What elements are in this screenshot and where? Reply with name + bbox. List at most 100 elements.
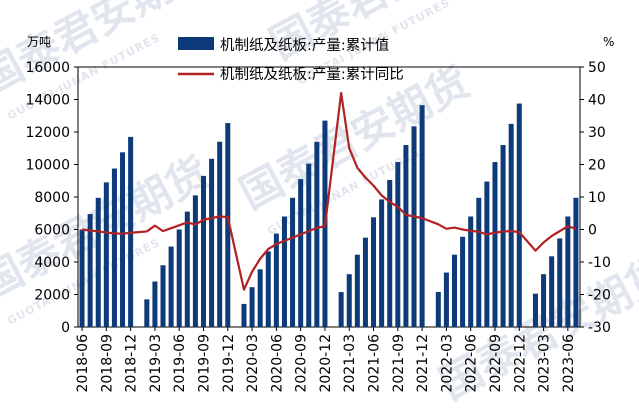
bar [508, 123, 514, 327]
right-tick-label: -30 [588, 320, 611, 336]
bar [379, 199, 385, 327]
right-tick-label: 20 [588, 158, 606, 174]
bar [516, 103, 522, 327]
bar [573, 197, 579, 327]
bar [79, 229, 85, 327]
bar [460, 236, 466, 327]
bar [338, 292, 344, 327]
bar [249, 287, 255, 327]
x-tick-label: 2020-03 [245, 334, 261, 393]
x-tick-label: 2018-06 [75, 334, 91, 393]
right-unit-label: % [603, 35, 614, 49]
x-tick-label: 2021-03 [342, 334, 358, 393]
bar [443, 272, 449, 327]
x-tick-label: 2018-09 [99, 334, 115, 393]
left-unit-label: 万吨 [27, 35, 51, 49]
left-tick-label: 8000 [34, 190, 70, 206]
bar [160, 265, 166, 327]
left-tick-label: 14000 [25, 93, 70, 109]
x-tick-label: 2022-06 [464, 334, 480, 393]
left-tick-label: 4000 [34, 255, 70, 271]
bar [217, 141, 223, 327]
left-tick-label: 0 [61, 320, 70, 336]
bar [541, 274, 547, 327]
left-tick-label: 16000 [25, 60, 70, 76]
bar [346, 274, 352, 327]
right-tick-label: 30 [588, 125, 606, 141]
plot-area: 0 2000 4000 6000 8000 10000 12000 14000 16000 -30… [25, 60, 610, 393]
bar [192, 195, 198, 327]
bar [111, 168, 117, 327]
bar [257, 269, 263, 327]
right-tick-label: 50 [588, 60, 606, 76]
bar [176, 229, 182, 327]
bar [290, 197, 296, 327]
x-tick-label: 2022-09 [488, 334, 504, 393]
right-tick-label: -10 [588, 255, 611, 271]
bar [411, 126, 417, 327]
bar [387, 179, 393, 327]
right-tick-label: 10 [588, 190, 606, 206]
bar [354, 254, 360, 327]
left-tick-label: 2000 [34, 288, 70, 304]
bar [484, 181, 490, 327]
right-tick-label: 0 [588, 223, 597, 239]
bar [492, 162, 498, 327]
bar [500, 145, 506, 327]
bar [152, 281, 158, 327]
bar [120, 152, 126, 327]
legend: 机制纸及纸板:产量:累计值 机制纸及纸板:产量:累计同比 [178, 36, 404, 83]
x-tick-label: 2018-12 [124, 334, 140, 393]
right-tick-label: 40 [588, 93, 606, 109]
bar [403, 145, 409, 327]
right-tick-label: -20 [588, 288, 611, 304]
bar [314, 141, 320, 327]
bar [306, 163, 312, 327]
bar [200, 175, 207, 327]
bar [184, 211, 190, 327]
x-tick-label: 2019-06 [172, 334, 188, 393]
watermark: 国泰君安期货 [0, 0, 217, 104]
x-tick-label: 2019-09 [197, 334, 213, 393]
x-tick-label: 2019-03 [148, 334, 164, 393]
x-tick-label: 2020-09 [294, 334, 310, 393]
left-tick-label: 12000 [25, 125, 70, 141]
bar [476, 197, 482, 327]
x-tick-label: 2021-06 [367, 334, 383, 393]
bar [95, 197, 101, 327]
bar [419, 105, 425, 327]
bar [281, 216, 287, 327]
bar [435, 292, 441, 327]
x-tick-label: 2019-12 [221, 334, 237, 393]
x-tick-label: 2023-03 [537, 334, 553, 393]
bar [225, 123, 231, 327]
bar [168, 246, 174, 327]
legend-bar-swatch [178, 37, 214, 50]
bar [362, 237, 368, 327]
bar [468, 216, 474, 327]
bar [395, 162, 401, 327]
bar [209, 158, 215, 327]
bar [371, 217, 377, 327]
bar [103, 182, 109, 327]
bar [557, 238, 563, 327]
bar [451, 254, 458, 327]
bar [144, 299, 150, 327]
x-tick-label: 2020-06 [269, 334, 285, 393]
legend-bar-label: 机制纸及纸板:产量:累计值 [220, 36, 389, 54]
bar [273, 233, 279, 327]
bar [87, 214, 93, 327]
x-tick-label: 2022-03 [439, 334, 455, 393]
x-tick-label: 2022-12 [512, 334, 528, 393]
bar [241, 303, 247, 327]
bar [532, 293, 538, 327]
x-tick-label: 2021-09 [391, 334, 407, 393]
bar [265, 251, 271, 327]
x-tick-label: 2020-12 [318, 334, 334, 393]
x-tick-label: 2021-12 [415, 334, 431, 393]
legend-line-label: 机制纸及纸板:产量:累计同比 [220, 65, 404, 83]
left-tick-label: 6000 [34, 223, 70, 239]
bar [565, 216, 571, 327]
bar [298, 179, 304, 327]
